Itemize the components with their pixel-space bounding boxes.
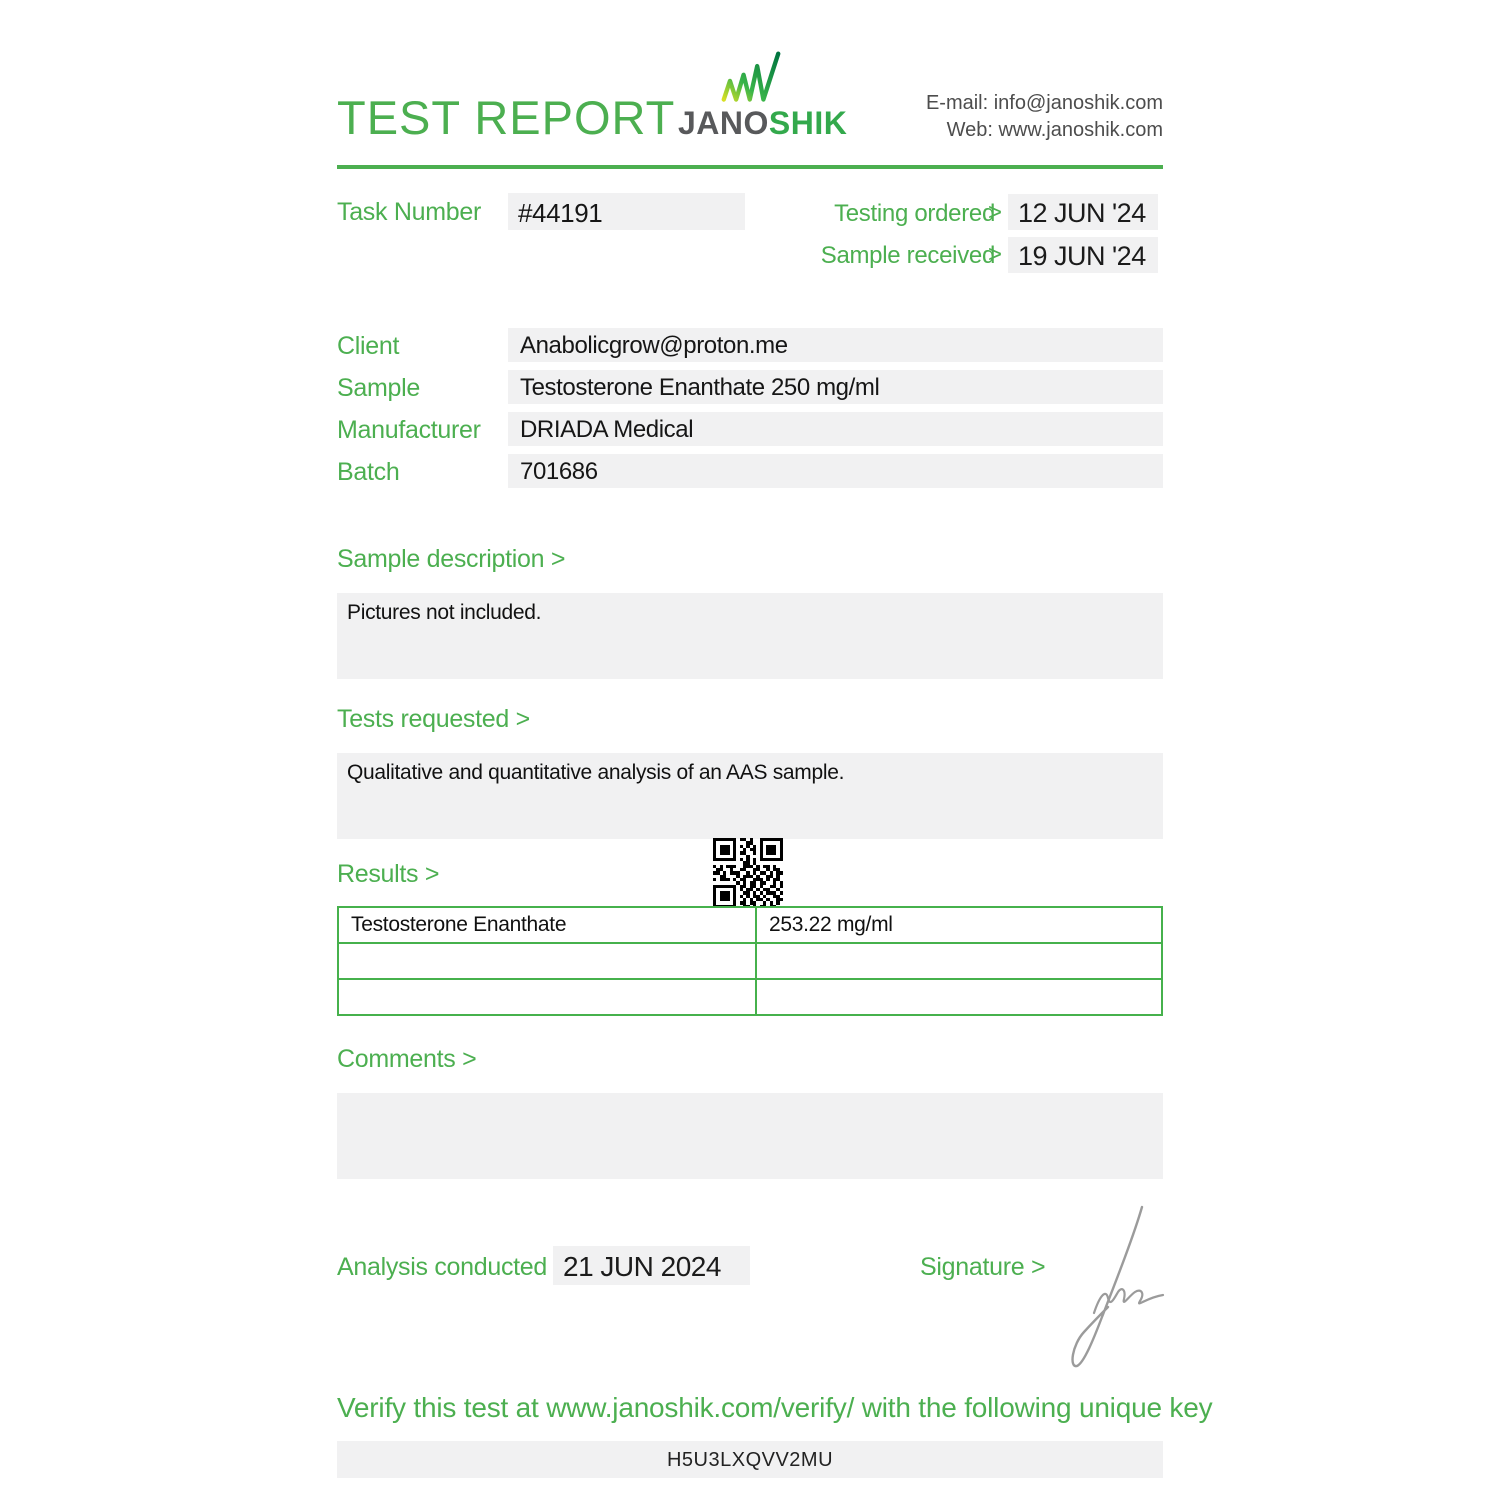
comments-content bbox=[337, 1093, 1163, 1101]
tests-requested-content: Qualitative and quantitative analysis of… bbox=[347, 761, 845, 784]
sample-received-arrow: > bbox=[988, 241, 1003, 268]
results-row bbox=[337, 942, 1163, 980]
analysis-conducted-label: Analysis conducted > bbox=[337, 1253, 568, 1281]
comments-heading: Comments > bbox=[337, 1045, 477, 1073]
batch-label: Batch bbox=[337, 458, 400, 486]
result-concentration: 253.22 mg/ml bbox=[755, 906, 1163, 944]
sample-description-content: Pictures not included. bbox=[347, 601, 542, 624]
tests-requested-box: Qualitative and quantitative analysis of… bbox=[337, 753, 1163, 839]
testing-ordered-value-box: 12 JUN '24 bbox=[1008, 194, 1158, 230]
results-row bbox=[337, 978, 1163, 1016]
sample-label: Sample bbox=[337, 374, 420, 402]
client-value-box: Anabolicgrow@proton.me bbox=[508, 328, 1163, 362]
qr-code bbox=[713, 838, 783, 908]
page-title: TEST REPORT bbox=[337, 91, 676, 144]
result-concentration bbox=[755, 978, 1163, 1016]
signature-image bbox=[1050, 1195, 1170, 1380]
sample-description-box: Pictures not included. bbox=[337, 593, 1163, 679]
sample-received-label: Sample received bbox=[820, 242, 996, 269]
manufacturer-value-box: DRIADA Medical bbox=[508, 412, 1163, 446]
comments-box bbox=[337, 1093, 1163, 1179]
header-divider bbox=[337, 165, 1163, 169]
sample-received-value: 19 JUN '24 bbox=[1018, 241, 1146, 271]
analysis-date-box: 21 JUN 2024 bbox=[553, 1246, 750, 1285]
result-substance bbox=[337, 942, 757, 980]
verify-key: H5U3LXQVV2MU bbox=[666, 1449, 834, 1471]
batch-value: 701686 bbox=[520, 458, 598, 485]
tests-requested-heading: Tests requested > bbox=[337, 705, 530, 733]
results-table: Testosterone Enanthate 253.22 mg/ml bbox=[337, 906, 1163, 1016]
logo-chart-icon bbox=[720, 50, 782, 107]
batch-value-box: 701686 bbox=[508, 454, 1163, 488]
contact-web: Web: www.janoshik.com bbox=[946, 119, 1163, 141]
task-number-value: #44191 bbox=[518, 198, 603, 228]
sample-value: Testosterone Enanthate 250 mg/ml bbox=[520, 374, 880, 401]
results-row: Testosterone Enanthate 253.22 mg/ml bbox=[337, 906, 1163, 944]
testing-ordered-value: 12 JUN '24 bbox=[1018, 198, 1146, 228]
results-heading: Results > bbox=[337, 860, 440, 888]
task-number-value-box: #44191 bbox=[508, 193, 745, 230]
signature-label: Signature > bbox=[920, 1253, 1046, 1281]
manufacturer-label: Manufacturer bbox=[337, 416, 481, 444]
logo-wordmark-dark: JANO bbox=[678, 105, 769, 141]
client-label: Client bbox=[337, 332, 400, 360]
contact-block: E-mail: info@janoshik.com Web: www.janos… bbox=[926, 90, 1163, 144]
logo-wordmark: JANOSHIK bbox=[678, 105, 847, 142]
result-substance: Testosterone Enanthate bbox=[337, 906, 757, 944]
logo-wordmark-green: SHIK bbox=[768, 105, 848, 141]
verify-instruction: Verify this test at www.janoshik.com/ver… bbox=[337, 1392, 1213, 1423]
testing-ordered-arrow: > bbox=[988, 199, 1003, 226]
manufacturer-value: DRIADA Medical bbox=[520, 416, 694, 443]
testing-ordered-label: Testing ordered bbox=[834, 200, 995, 227]
sample-received-value-box: 19 JUN '24 bbox=[1008, 237, 1158, 273]
client-value: Anabolicgrow@proton.me bbox=[520, 332, 788, 359]
verify-key-box: H5U3LXQVV2MU bbox=[337, 1441, 1163, 1478]
result-concentration bbox=[755, 942, 1163, 980]
task-number-label: Task Number bbox=[337, 198, 481, 226]
analysis-date: 21 JUN 2024 bbox=[563, 1251, 721, 1282]
sample-description-heading: Sample description > bbox=[337, 545, 566, 573]
result-substance bbox=[337, 978, 757, 1016]
sample-value-box: Testosterone Enanthate 250 mg/ml bbox=[508, 370, 1163, 404]
contact-email: E-mail: info@janoshik.com bbox=[925, 92, 1163, 114]
